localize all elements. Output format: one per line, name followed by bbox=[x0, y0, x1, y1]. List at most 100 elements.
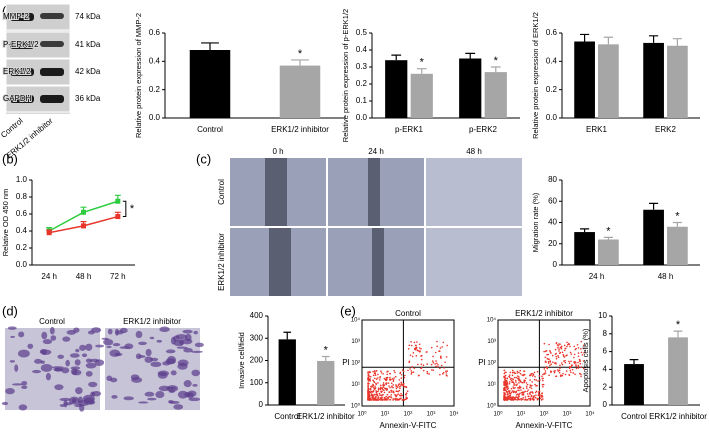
event bbox=[513, 390, 515, 392]
cell bbox=[192, 384, 198, 387]
event bbox=[577, 355, 580, 358]
event bbox=[524, 379, 526, 382]
cell bbox=[115, 330, 124, 335]
y-tick-label: 4 bbox=[603, 365, 608, 374]
cell bbox=[181, 338, 193, 345]
cell bbox=[42, 352, 47, 355]
cell bbox=[159, 326, 170, 333]
event bbox=[529, 374, 531, 377]
event bbox=[401, 394, 404, 397]
event bbox=[520, 398, 523, 401]
error-bar bbox=[291, 59, 309, 66]
event bbox=[509, 371, 512, 374]
event bbox=[405, 392, 408, 394]
flow-x-label: Annexin-V-FITC bbox=[516, 421, 573, 430]
cell bbox=[158, 385, 170, 392]
cell bbox=[91, 327, 102, 333]
cell bbox=[11, 383, 23, 386]
event bbox=[580, 366, 582, 368]
cell bbox=[94, 359, 105, 366]
event bbox=[373, 377, 376, 380]
event bbox=[563, 344, 566, 347]
event bbox=[377, 387, 380, 389]
flow-y-tick: 10³ bbox=[487, 339, 496, 345]
cell bbox=[50, 335, 57, 341]
event bbox=[403, 376, 406, 379]
event bbox=[532, 392, 534, 394]
event bbox=[529, 386, 531, 389]
event bbox=[507, 398, 509, 401]
x-tick-label: ERK2 bbox=[655, 125, 676, 134]
event bbox=[399, 387, 401, 390]
y-tick-label: 8 bbox=[603, 329, 608, 338]
event bbox=[518, 371, 520, 374]
event bbox=[390, 394, 393, 396]
event bbox=[411, 371, 413, 374]
event bbox=[583, 352, 585, 354]
event bbox=[505, 397, 507, 399]
event bbox=[409, 354, 412, 356]
event bbox=[442, 371, 445, 374]
event bbox=[550, 352, 552, 354]
event bbox=[577, 365, 580, 368]
event bbox=[529, 379, 531, 381]
event bbox=[416, 341, 418, 343]
cell bbox=[111, 394, 118, 399]
event bbox=[379, 397, 382, 399]
event bbox=[548, 358, 550, 361]
x-tick-label: 72 h bbox=[110, 272, 126, 281]
cell bbox=[144, 356, 153, 363]
event bbox=[559, 364, 561, 367]
event bbox=[367, 372, 369, 375]
event bbox=[430, 369, 433, 371]
event bbox=[558, 371, 561, 374]
x-tick-label: ERK1/2 inhibitor bbox=[271, 125, 329, 134]
event bbox=[397, 393, 400, 395]
event bbox=[367, 393, 369, 396]
cell bbox=[73, 327, 80, 333]
event bbox=[560, 362, 563, 364]
event bbox=[549, 364, 551, 367]
cell bbox=[106, 345, 112, 349]
event bbox=[538, 395, 541, 397]
event bbox=[518, 379, 520, 382]
event bbox=[503, 389, 505, 392]
flow-y-tick: 10⁰ bbox=[487, 403, 497, 410]
cell bbox=[149, 336, 155, 340]
event bbox=[398, 383, 401, 385]
event bbox=[383, 377, 386, 380]
event bbox=[566, 354, 568, 356]
y-tick-label: 0.0 bbox=[546, 113, 558, 122]
x-tick-label: Control bbox=[197, 125, 223, 134]
panel-label: (e) bbox=[340, 303, 356, 318]
event bbox=[411, 366, 413, 368]
cell bbox=[177, 362, 188, 370]
event bbox=[524, 398, 527, 400]
event bbox=[407, 347, 410, 350]
flow-x-tick: 10⁰ bbox=[493, 411, 503, 418]
event bbox=[375, 378, 378, 381]
event bbox=[372, 379, 374, 382]
event bbox=[548, 343, 550, 346]
event bbox=[392, 390, 395, 393]
event bbox=[380, 370, 382, 373]
event bbox=[558, 348, 560, 350]
y-tick-label: 10 bbox=[598, 311, 607, 320]
cell bbox=[107, 328, 113, 335]
cell bbox=[157, 372, 168, 379]
bar bbox=[643, 42, 664, 118]
event bbox=[404, 393, 407, 396]
event bbox=[437, 365, 439, 368]
x-tick-label: ERK1/2 inhibitor bbox=[297, 412, 355, 421]
event bbox=[506, 396, 509, 399]
event bbox=[568, 362, 571, 364]
event bbox=[543, 350, 545, 353]
cell bbox=[95, 344, 105, 348]
event bbox=[541, 394, 543, 397]
event bbox=[542, 377, 544, 380]
event bbox=[386, 373, 388, 376]
event bbox=[580, 375, 582, 378]
flow-title: ERK1/2 inhibitor bbox=[515, 309, 573, 318]
band bbox=[40, 68, 64, 76]
event bbox=[555, 342, 558, 345]
